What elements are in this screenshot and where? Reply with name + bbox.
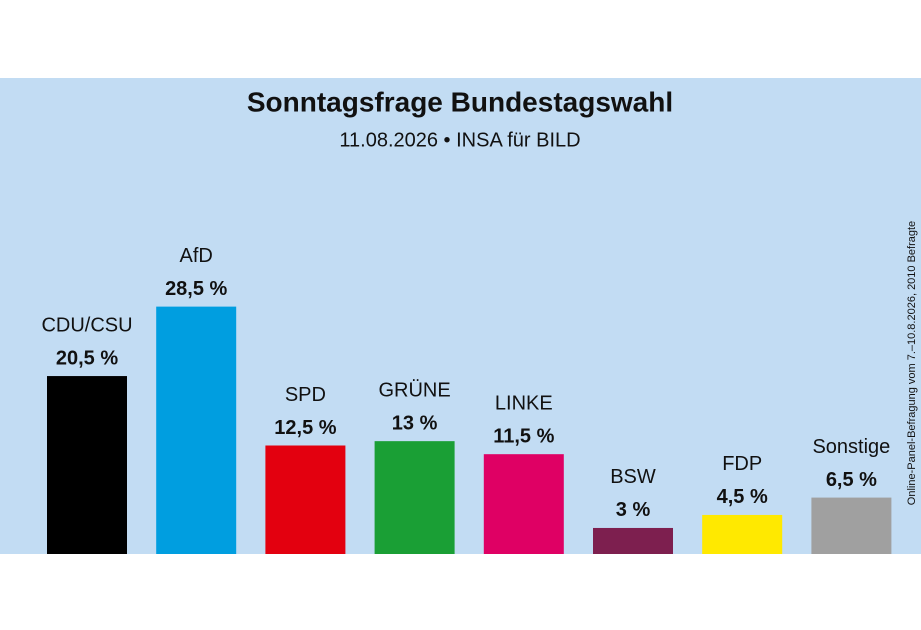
value-label: 6,5 % bbox=[826, 469, 877, 491]
chart-title: Sonntagsfrage Bundestagswahl bbox=[247, 86, 673, 117]
category-label: BSW bbox=[610, 466, 656, 488]
category-label: CDU/CSU bbox=[41, 314, 132, 336]
source-note: Online-Panel-Befragung vom 7.–10.8.2026,… bbox=[906, 221, 918, 505]
value-label: 28,5 % bbox=[165, 278, 227, 300]
value-label: 4,5 % bbox=[717, 486, 768, 508]
chart-subtitle: 11.08.2026 • INSA für BILD bbox=[339, 129, 580, 151]
bar bbox=[374, 441, 455, 554]
bar bbox=[811, 497, 892, 554]
bar bbox=[483, 454, 564, 554]
category-label: Sonstige bbox=[812, 436, 890, 458]
value-label: 13 % bbox=[392, 412, 438, 434]
category-label: GRÜNE bbox=[378, 379, 450, 401]
category-label: LINKE bbox=[495, 392, 553, 414]
value-label: 12,5 % bbox=[274, 417, 336, 439]
bar bbox=[47, 376, 127, 554]
value-label: 3 % bbox=[616, 499, 651, 521]
bar bbox=[593, 527, 673, 554]
category-label: SPD bbox=[285, 384, 326, 406]
bar bbox=[156, 306, 237, 554]
category-label: FDP bbox=[722, 453, 762, 475]
chart-panel bbox=[0, 78, 921, 554]
value-label: 20,5 % bbox=[56, 347, 118, 369]
bar bbox=[702, 514, 783, 554]
value-label: 11,5 % bbox=[493, 425, 554, 447]
category-label: AfD bbox=[180, 245, 213, 267]
bar bbox=[265, 445, 346, 554]
